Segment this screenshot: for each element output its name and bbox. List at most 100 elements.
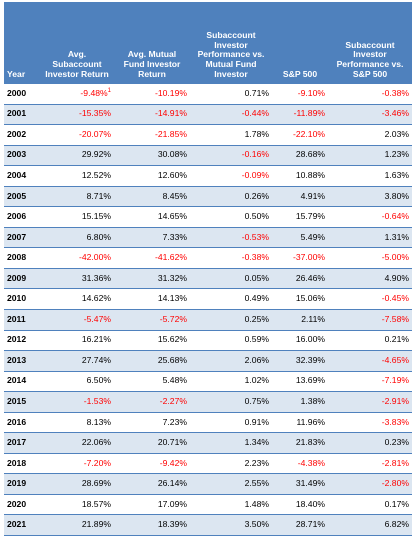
cell-subaccount-return: -15.35%: [40, 104, 114, 126]
cell-value: 0.75%: [244, 396, 269, 407]
table-row: 2010 14.62% 14.13% 0.49% 15.06% -0.45%: [4, 288, 412, 311]
cell-sp500: 15.06%: [272, 288, 328, 311]
cell-value: 0.49%: [244, 293, 269, 304]
cell-vs-sp500: 3.80%: [328, 186, 412, 208]
cell-value: 14.13%: [157, 293, 187, 304]
cell-mutual-fund-return: 20.71%: [114, 432, 190, 454]
cell-vs-sp500: -5.00%: [328, 247, 412, 269]
cell-vs-sp500: -2.80%: [328, 473, 412, 495]
cell-mutual-fund-return: -9.42%: [114, 453, 190, 475]
cell-value: 2.03%: [384, 128, 409, 139]
table-row: 2008 -42.00% -41.62% -0.38% -37.00% -5.00%: [4, 247, 412, 269]
cell-value: -3.83%: [381, 416, 409, 427]
cell-sp500: 10.88%: [272, 165, 328, 187]
cell-year: 2021: [4, 514, 40, 536]
cell-sp500: 1.38%: [272, 391, 328, 413]
cell-value: 12.52%: [81, 170, 111, 181]
cell-vs-sp500: 0.23%: [328, 432, 412, 454]
cell-sp500: 18.40%: [272, 494, 328, 516]
cell-year: 2009: [4, 268, 40, 290]
cell-mutual-fund-return: 31.32%: [114, 268, 190, 290]
cell-subaccount-return: -20.07%: [40, 124, 114, 146]
cell-value: -42.00%: [78, 252, 111, 263]
cell-value: 6.82%: [384, 519, 409, 530]
cell-value: 25.68%: [157, 354, 187, 365]
cell-value: 2.06%: [244, 354, 269, 365]
cell-value: 31.36%: [81, 272, 111, 283]
cell-value: 0.91%: [244, 416, 269, 427]
cell-value: -2.27%: [159, 396, 187, 407]
cell-year: 2013: [4, 350, 40, 372]
cell-vs-mutual-fund: 2.06%: [190, 350, 272, 372]
cell-subaccount-return: -1.53%: [40, 391, 114, 413]
cell-value: 30.08%: [157, 149, 187, 160]
cell-subaccount-return: 18.57%: [40, 494, 114, 516]
cell-mutual-fund-return: 18.39%: [114, 514, 190, 536]
cell-value: 20.71%: [157, 437, 187, 448]
cell-value: 16.21%: [81, 334, 111, 345]
cell-sp500: 15.79%: [272, 206, 328, 228]
cell-value: -20.07%: [78, 128, 111, 139]
cell-vs-mutual-fund: -0.38%: [190, 247, 272, 269]
cell-value: 18.40%: [295, 498, 325, 509]
cell-mutual-fund-return: 7.33%: [114, 227, 190, 249]
cell-sp500: -37.00%: [272, 247, 328, 269]
cell-sp500: -4.38%: [272, 453, 328, 475]
cell-vs-sp500: 1.31%: [328, 227, 412, 249]
header-subaccount-return: Avg. Subaccount Investor Return: [40, 2, 114, 84]
cell-value: -1.53%: [83, 396, 111, 407]
table-row: 2001 -15.35% -14.91% -0.44% -11.89% -3.46%: [4, 104, 412, 126]
cell-year: 2020: [4, 494, 40, 516]
cell-value: 1.38%: [300, 396, 325, 407]
table-row: 2006 15.15% 14.65% 0.50% 15.79% -0.64%: [4, 206, 412, 228]
cell-mutual-fund-return: 25.68%: [114, 350, 190, 372]
cell-value: 18.57%: [81, 498, 111, 509]
table-row: 2012 16.21% 15.62% 0.59% 16.00% 0.21%: [4, 330, 412, 352]
cell-value: 1.63%: [384, 170, 409, 181]
cell-value: 8.13%: [86, 416, 111, 427]
cell-value: -4.38%: [297, 457, 325, 468]
cell-year: 2017: [4, 432, 40, 454]
cell-sp500: 28.68%: [272, 145, 328, 167]
cell-value: 28.68%: [295, 149, 325, 160]
table-row: 2013 27.74% 25.68% 2.06% 32.39% -4.65%: [4, 350, 412, 372]
cell-subaccount-return: 21.89%: [40, 514, 114, 536]
cell-value: 18.39%: [157, 519, 187, 530]
cell-subaccount-return: 14.62%: [40, 288, 114, 311]
cell-year: 2005: [4, 186, 40, 208]
header-year: Year: [4, 2, 40, 84]
cell-value: 1.78%: [244, 128, 269, 139]
table-row: 2005 8.71% 8.45% 0.26% 4.91% 3.80%: [4, 186, 412, 208]
cell-vs-sp500: -7.19%: [328, 371, 412, 393]
cell-year: 2008: [4, 247, 40, 269]
cell-mutual-fund-return: -5.72%: [114, 309, 190, 331]
cell-value: 1.48%: [244, 498, 269, 509]
cell-value: 26.14%: [157, 478, 187, 489]
cell-value: 12.60%: [157, 170, 187, 181]
cell-mutual-fund-return: -41.62%: [114, 247, 190, 269]
cell-vs-sp500: -0.38%: [328, 84, 412, 105]
table-row: 2011 -5.47% -5.72% 0.25% 2.11% -7.58%: [4, 309, 412, 331]
header-vs-mutual-fund: Subaccount Investor Performance vs. Mutu…: [190, 2, 272, 84]
table-row: 2014 6.50% 5.48% 1.02% 13.69% -7.19%: [4, 371, 412, 393]
cell-vs-mutual-fund: 0.71%: [190, 84, 272, 105]
cell-year: 2018: [4, 453, 40, 475]
cell-value: 32.39%: [295, 354, 325, 365]
cell-value: -14.91%: [154, 108, 187, 119]
table-row: 2003 29.92% 30.08% -0.16% 28.68% 1.23%: [4, 145, 412, 167]
cell-value: -5.00%: [381, 252, 409, 263]
cell-value: -5.47%: [83, 313, 111, 324]
cell-value: 17.09%: [157, 498, 187, 509]
cell-value: 21.83%: [295, 437, 325, 448]
cell-year: 2019: [4, 473, 40, 495]
cell-vs-mutual-fund: 0.26%: [190, 186, 272, 208]
cell-value: -9.48%: [80, 87, 108, 98]
cell-value: -11.89%: [293, 108, 325, 119]
cell-sp500: 13.69%: [272, 371, 328, 393]
cell-value: -21.85%: [154, 128, 187, 139]
table-header: Year Avg. Subaccount Investor Return Avg…: [4, 2, 412, 84]
cell-value: 11.96%: [296, 416, 325, 427]
cell-value: 4.91%: [300, 190, 325, 201]
cell-value: 0.59%: [244, 334, 269, 345]
cell-year: 2006: [4, 206, 40, 228]
